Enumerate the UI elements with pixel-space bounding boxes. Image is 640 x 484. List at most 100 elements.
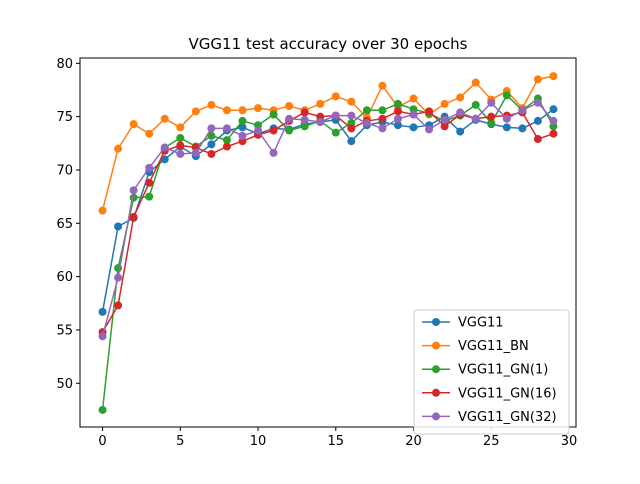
data-point bbox=[300, 122, 309, 131]
data-point bbox=[222, 106, 231, 115]
data-point bbox=[487, 112, 496, 121]
data-point bbox=[207, 100, 216, 109]
data-point bbox=[378, 114, 387, 123]
data-point bbox=[191, 107, 200, 116]
data-point bbox=[409, 94, 418, 103]
data-point bbox=[254, 126, 263, 135]
data-point bbox=[502, 91, 511, 100]
data-point bbox=[347, 137, 356, 146]
data-point bbox=[549, 129, 558, 138]
legend-label: VGG11_GN(16) bbox=[458, 386, 557, 401]
data-point bbox=[502, 123, 511, 132]
legend-label: VGG11_GN(1) bbox=[458, 363, 548, 378]
data-point bbox=[176, 141, 185, 150]
data-point bbox=[145, 178, 154, 187]
data-point bbox=[316, 99, 325, 108]
series-line-0 bbox=[101, 108, 554, 312]
data-point bbox=[98, 206, 107, 215]
data-point bbox=[269, 126, 278, 135]
data-point bbox=[238, 131, 247, 140]
data-point bbox=[425, 107, 434, 116]
y-tick-label: 75 bbox=[56, 110, 73, 125]
plot-frame bbox=[79, 57, 577, 428]
x-tick-label: 30 bbox=[561, 434, 578, 449]
data-point bbox=[114, 144, 123, 153]
data-point bbox=[254, 104, 263, 113]
data-point bbox=[471, 100, 480, 109]
data-point bbox=[160, 155, 169, 164]
data-point bbox=[362, 106, 371, 115]
x-tick-label: 0 bbox=[98, 434, 106, 449]
chart-title: VGG11 test accuracy over 30 epochs bbox=[189, 35, 468, 53]
data-point bbox=[98, 405, 107, 414]
data-point bbox=[393, 99, 402, 108]
legend-marker bbox=[432, 341, 440, 350]
data-point bbox=[549, 105, 558, 114]
data-point bbox=[549, 116, 558, 125]
data-point bbox=[378, 106, 387, 115]
data-point bbox=[533, 75, 542, 84]
legend-label: VGG11_BN bbox=[458, 339, 529, 354]
y-tick-label: 55 bbox=[56, 323, 73, 338]
series-line-1 bbox=[101, 75, 554, 211]
data-point bbox=[471, 78, 480, 87]
y-tick-label: 60 bbox=[56, 270, 73, 285]
data-point bbox=[378, 81, 387, 90]
data-point bbox=[487, 119, 496, 128]
legend-label: VGG11_GN(32) bbox=[458, 410, 557, 425]
legend-box bbox=[413, 309, 570, 435]
data-point bbox=[533, 98, 542, 107]
data-point bbox=[222, 136, 231, 145]
data-point bbox=[440, 115, 449, 124]
data-point bbox=[285, 101, 294, 110]
legend-marker bbox=[432, 365, 440, 374]
data-point bbox=[98, 332, 107, 341]
data-point bbox=[456, 108, 465, 117]
data-point bbox=[160, 114, 169, 123]
y-tick-label: 65 bbox=[56, 217, 73, 232]
data-point bbox=[456, 93, 465, 102]
data-point bbox=[549, 72, 558, 81]
data-point bbox=[300, 108, 309, 117]
x-tick-label: 5 bbox=[176, 434, 184, 449]
data-point bbox=[378, 124, 387, 133]
data-point bbox=[269, 148, 278, 157]
data-point bbox=[285, 126, 294, 135]
data-point bbox=[145, 163, 154, 172]
data-point bbox=[347, 124, 356, 133]
x-tick-label: 10 bbox=[250, 434, 267, 449]
data-point bbox=[269, 110, 278, 119]
axes: 0 5 10 15 20 25 30 50 55 60 65 70 75 80 bbox=[56, 57, 577, 449]
data-point bbox=[440, 122, 449, 131]
data-point bbox=[331, 92, 340, 101]
data-point bbox=[409, 123, 418, 132]
data-point bbox=[114, 301, 123, 310]
x-tick-label: 20 bbox=[405, 434, 422, 449]
plot-area bbox=[98, 72, 558, 414]
legend-marker bbox=[432, 412, 440, 421]
data-point bbox=[533, 135, 542, 144]
data-point bbox=[471, 114, 480, 123]
data-point bbox=[176, 133, 185, 142]
data-point bbox=[222, 124, 231, 133]
data-point bbox=[114, 273, 123, 282]
y-tick-label: 70 bbox=[56, 163, 73, 178]
data-point bbox=[518, 124, 527, 133]
data-point bbox=[98, 307, 107, 316]
data-point bbox=[518, 106, 527, 115]
data-point bbox=[129, 186, 138, 195]
data-point bbox=[191, 148, 200, 157]
data-point bbox=[207, 140, 216, 149]
data-point bbox=[238, 106, 247, 115]
data-point bbox=[129, 120, 138, 129]
data-point bbox=[145, 192, 154, 201]
legend-marker bbox=[432, 388, 440, 397]
data-point bbox=[238, 116, 247, 125]
data-point bbox=[238, 123, 247, 132]
data-point bbox=[300, 115, 309, 124]
legend: VGG11 VGG11_BN VGG11_GN(1) VGG11_GN(16) VGG1… bbox=[413, 309, 570, 435]
data-point bbox=[393, 121, 402, 130]
data-point bbox=[425, 125, 434, 134]
data-point bbox=[207, 131, 216, 140]
